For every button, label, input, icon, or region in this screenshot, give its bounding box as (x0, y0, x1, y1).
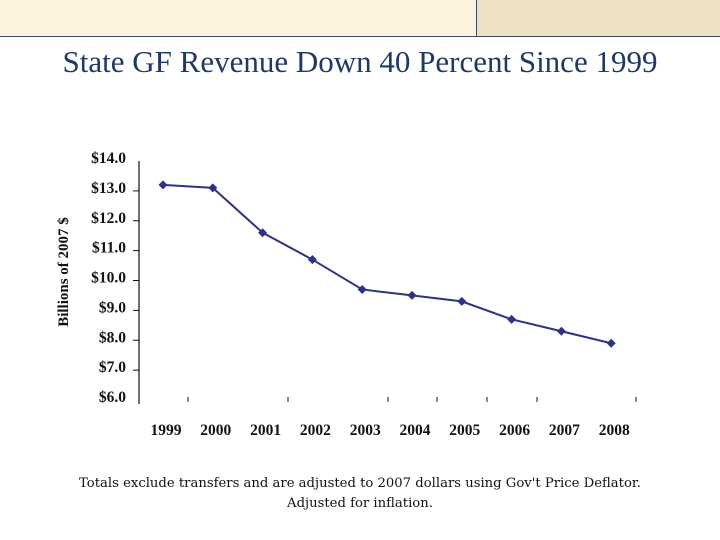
x-tick-label: 2000 (200, 422, 231, 439)
footnote-line-2: Adjusted for inflation. (287, 496, 433, 511)
footnote: Totals exclude transfers and are adjuste… (0, 474, 720, 514)
header-divider-vertical (476, 0, 477, 36)
data-point-2006 (507, 314, 517, 324)
data-point-2007 (556, 326, 566, 336)
data-point-2005 (457, 296, 467, 306)
series-line (162, 183, 612, 345)
y-tick-label: $7.0 (99, 359, 126, 376)
x-tick-label: 1999 (151, 422, 182, 439)
y-axis: $14.0 $13.0 $12.0 $11.0 $10.0 $9.0 $8.0 $7.0 $6.… (91, 150, 140, 406)
header-band-left (0, 0, 476, 36)
x-tick-label: 2004 (400, 422, 431, 439)
data-point-2002 (307, 255, 317, 265)
data-point-2001 (258, 228, 268, 238)
y-tick-label: $12.0 (91, 210, 126, 227)
y-tick-label: $10.0 (91, 270, 126, 287)
header-band-right (477, 0, 720, 36)
series-state-gf-revenue (158, 180, 616, 348)
x-axis: 1999 2000 2001 2002 2003 2004 2005 2006 2007 2008 (151, 397, 637, 439)
data-point-2008 (606, 338, 616, 348)
x-tick-label: 2006 (499, 422, 530, 439)
data-point-2000 (208, 183, 218, 193)
x-tick-label: 2007 (549, 422, 580, 439)
footnote-line-1: Totals exclude transfers and are adjuste… (79, 476, 641, 491)
x-tick-label: 2008 (599, 422, 630, 439)
data-point-2004 (407, 290, 417, 300)
y-tick-label: $11.0 (92, 240, 126, 257)
x-tick-label: 2001 (250, 422, 281, 439)
x-tick-label: 2005 (449, 422, 480, 439)
slide-title: State GF Revenue Down 40 Percent Since 1… (62, 44, 658, 79)
x-tick-label: 2002 (300, 422, 331, 439)
data-point-1999 (158, 180, 168, 190)
x-tick-label: 2003 (350, 422, 381, 439)
y-axis-label: Billions of 2007 $ (56, 217, 72, 327)
y-tick-label: $14.0 (91, 150, 126, 167)
header-divider-horizontal (0, 36, 720, 37)
y-tick-label: $9.0 (99, 299, 126, 316)
data-point-2003 (357, 284, 367, 294)
y-tick-label: $6.0 (99, 389, 126, 406)
y-tick-label: $13.0 (91, 180, 126, 197)
y-tick-label: $8.0 (99, 329, 126, 346)
